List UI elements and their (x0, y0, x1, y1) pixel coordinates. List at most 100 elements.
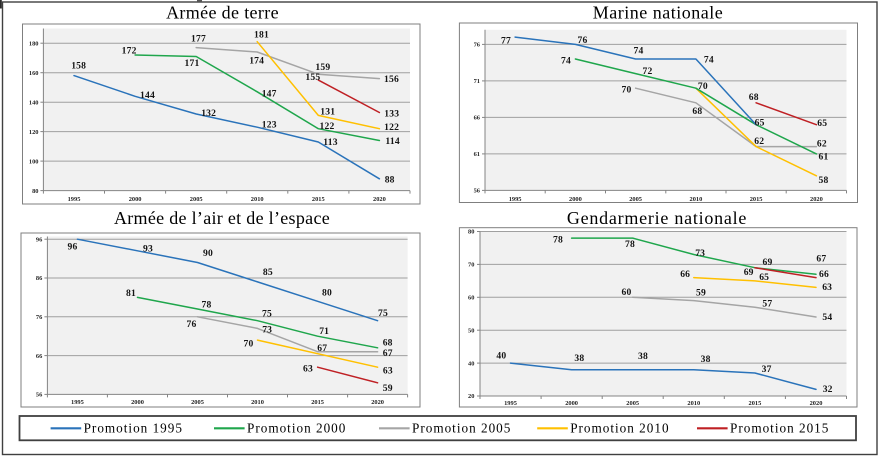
svg-text:38: 38 (701, 354, 711, 365)
svg-text:Armée de l’air et de l’espace: Armée de l’air et de l’espace (114, 208, 330, 228)
svg-text:69: 69 (744, 267, 754, 278)
svg-text:40: 40 (496, 350, 506, 361)
svg-text:Promotion 2005: Promotion 2005 (412, 420, 511, 435)
svg-text:57: 57 (762, 299, 772, 310)
svg-text:140: 140 (29, 99, 39, 106)
svg-text:66: 66 (36, 353, 43, 360)
svg-text:38: 38 (574, 353, 584, 364)
svg-text:75: 75 (378, 308, 388, 319)
svg-text:67: 67 (383, 348, 393, 359)
svg-text:73: 73 (262, 325, 272, 336)
svg-text:122: 122 (320, 121, 335, 132)
svg-text:74: 74 (561, 56, 571, 67)
svg-text:54: 54 (822, 312, 832, 323)
svg-text:63: 63 (822, 282, 832, 293)
svg-text:159: 159 (315, 62, 330, 73)
svg-text:172: 172 (122, 45, 137, 56)
svg-text:2015: 2015 (750, 196, 763, 203)
svg-text:74: 74 (704, 54, 714, 65)
svg-text:171: 171 (185, 58, 200, 69)
svg-text:62: 62 (817, 138, 827, 149)
svg-text:2000: 2000 (569, 196, 582, 203)
svg-text:65: 65 (817, 118, 827, 129)
svg-text:2020: 2020 (810, 400, 823, 407)
svg-text:63: 63 (383, 365, 393, 376)
svg-text:59: 59 (696, 287, 706, 298)
svg-text:78: 78 (202, 299, 212, 310)
svg-text:2010: 2010 (690, 196, 703, 203)
svg-text:2000: 2000 (129, 196, 142, 203)
svg-text:2005: 2005 (626, 400, 639, 407)
svg-text:122: 122 (384, 122, 399, 133)
svg-text:65: 65 (755, 117, 765, 128)
svg-text:61: 61 (819, 151, 829, 162)
svg-text:75: 75 (262, 309, 272, 320)
svg-text:77: 77 (501, 36, 511, 47)
svg-text:155: 155 (305, 72, 320, 83)
svg-text:96: 96 (36, 236, 43, 243)
svg-text:60: 60 (468, 295, 474, 302)
svg-text:70: 70 (468, 262, 474, 269)
svg-text:58: 58 (819, 175, 829, 186)
svg-text:147: 147 (262, 88, 277, 99)
svg-text:180: 180 (29, 40, 39, 47)
svg-text:2015: 2015 (312, 196, 325, 203)
svg-text:68: 68 (692, 106, 702, 117)
svg-text:60: 60 (622, 287, 632, 298)
svg-text:71: 71 (319, 326, 329, 337)
svg-text:78: 78 (625, 239, 635, 250)
svg-text:90: 90 (203, 248, 213, 259)
svg-text:Promotion 2000: Promotion 2000 (247, 420, 346, 435)
svg-text:100: 100 (29, 158, 39, 165)
svg-text:174: 174 (249, 56, 264, 67)
svg-text:132: 132 (201, 108, 216, 119)
svg-text:70: 70 (622, 84, 632, 95)
svg-text:76: 76 (578, 35, 588, 46)
svg-text:1995: 1995 (509, 196, 522, 203)
svg-text:1995: 1995 (71, 399, 84, 406)
svg-text:177: 177 (191, 34, 206, 45)
svg-text:2015: 2015 (311, 399, 324, 406)
svg-text:78: 78 (553, 234, 563, 245)
svg-text:113: 113 (323, 137, 337, 148)
svg-text:Armée de terre: Armée de terre (166, 3, 279, 23)
svg-text:81: 81 (126, 288, 136, 299)
svg-text:2010: 2010 (251, 399, 264, 406)
svg-text:160: 160 (29, 70, 39, 77)
svg-text:76: 76 (187, 319, 197, 330)
svg-text:66: 66 (819, 269, 829, 280)
svg-text:61: 61 (474, 151, 480, 158)
svg-text:158: 158 (71, 61, 86, 72)
svg-text:85: 85 (263, 267, 273, 278)
svg-text:1995: 1995 (504, 400, 517, 407)
svg-text:66: 66 (474, 115, 481, 122)
svg-text:32: 32 (823, 384, 833, 395)
svg-text:144: 144 (140, 90, 155, 101)
svg-text:156: 156 (384, 74, 399, 85)
svg-text:70: 70 (698, 81, 708, 92)
svg-text:1995: 1995 (68, 196, 81, 203)
svg-text:Promotion 1995: Promotion 1995 (84, 420, 183, 435)
svg-text:74: 74 (634, 45, 644, 56)
svg-text:80: 80 (468, 229, 474, 236)
svg-text:2020: 2020 (373, 196, 386, 203)
svg-text:2000: 2000 (131, 399, 144, 406)
svg-text:96: 96 (68, 242, 78, 253)
svg-text:2020: 2020 (810, 196, 823, 203)
svg-text:67: 67 (317, 343, 327, 354)
svg-text:2020: 2020 (371, 399, 384, 406)
svg-text:37: 37 (762, 364, 772, 375)
svg-text:38: 38 (638, 351, 648, 362)
svg-text:66: 66 (680, 269, 690, 280)
svg-text:Promotion 2010: Promotion 2010 (570, 420, 669, 435)
svg-text:68: 68 (749, 92, 759, 103)
svg-text:73: 73 (695, 248, 705, 259)
svg-text:2000: 2000 (565, 400, 578, 407)
svg-text:120: 120 (29, 129, 39, 136)
svg-text:2010: 2010 (251, 196, 264, 203)
svg-text:67: 67 (816, 253, 826, 264)
svg-text:181: 181 (254, 29, 269, 40)
svg-text:2010: 2010 (687, 400, 700, 407)
svg-text:40: 40 (468, 360, 474, 367)
svg-text:2005: 2005 (191, 399, 204, 406)
